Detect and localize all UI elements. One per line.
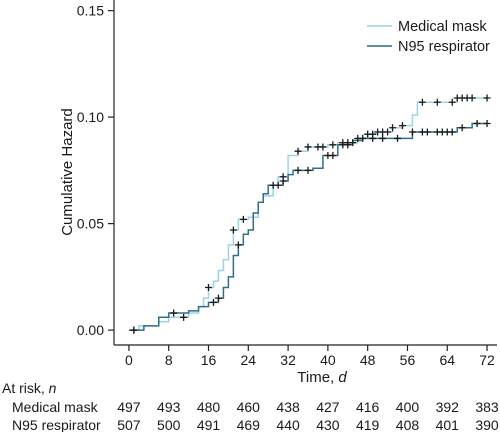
y-tick-label: 0.15 [77, 3, 104, 19]
x-axis-label-unit: d [338, 369, 347, 386]
censor-mark-medical-mask [389, 124, 397, 132]
at-risk-value: 392 [436, 399, 460, 415]
censor-mark-n95-respirator [170, 309, 178, 317]
censor-mark-n95-respirator [304, 166, 312, 174]
at-risk-value: 438 [276, 399, 300, 415]
censor-mark-medical-mask [229, 226, 237, 234]
x-axis-label: Time, d [297, 369, 347, 386]
censor-mark-n95-respirator [369, 134, 377, 142]
x-tick-label: 56 [400, 352, 416, 368]
censor-mark-medical-mask [433, 98, 441, 106]
at-risk-header-text: At risk, [2, 380, 45, 396]
censor-mark-medical-mask [304, 143, 312, 151]
censor-mark-n95-respirator [483, 120, 491, 128]
censor-mark-medical-mask [384, 128, 392, 136]
legend: Medical mask N95 respirator [367, 19, 490, 55]
y-tick-label: 0.10 [77, 109, 104, 125]
at-risk-value: 400 [396, 399, 420, 415]
censor-mark-medical-mask [448, 98, 456, 106]
x-tick-label: 32 [280, 352, 296, 368]
x-tick-label: 72 [479, 352, 495, 368]
censor-mark-n95-respirator [458, 124, 466, 132]
censor-mark-n95-respirator [379, 134, 387, 142]
censor-mark-n95-respirator [329, 151, 337, 159]
censor-mark-n95-respirator [130, 326, 138, 334]
at-risk-value: 493 [157, 399, 181, 415]
at-risk-values: 497 493 480 460 438 427 416 400 392 383 507 500 491 4… [117, 399, 499, 432]
x-tick-label: 64 [439, 352, 455, 368]
censor-mark-medical-mask [180, 313, 188, 321]
at-risk-value: 430 [316, 417, 340, 432]
at-risk-value: 497 [117, 399, 141, 415]
censor-mark-n95-respirator [423, 128, 431, 136]
x-tick-label: 8 [165, 352, 173, 368]
censor-mark-n95-respirator [294, 166, 302, 174]
x-tick-label: 40 [320, 352, 336, 368]
at-risk-value: 416 [356, 399, 380, 415]
censor-mark-medical-mask [294, 147, 302, 155]
legend-label-n95-respirator: N95 respirator [398, 39, 490, 55]
at-risk-value: 469 [237, 417, 261, 432]
x-tick-label: 0 [125, 352, 133, 368]
at-risk-value: 480 [197, 399, 221, 415]
x-ticks: 0 8 16 24 32 40 48 56 64 72 [125, 345, 495, 368]
at-risk-value: 460 [237, 399, 261, 415]
censor-mark-medical-mask [483, 94, 491, 102]
censor-mark-n95-respirator [408, 128, 416, 136]
censor-mark-medical-mask [398, 122, 406, 130]
at-risk-value: 440 [276, 417, 300, 432]
censor-mark-n95-respirator [344, 141, 352, 149]
censor-mark-n95-respirator [394, 134, 402, 142]
at-risk-row-label-n95-respirator: N95 respirator [12, 417, 101, 432]
y-ticks: 0.00 0.05 0.10 0.15 [77, 3, 114, 338]
censor-mark-n95-respirator [448, 128, 456, 136]
x-tick-label: 48 [360, 352, 376, 368]
at-risk-value: 383 [475, 399, 499, 415]
series-layer [128, 94, 491, 334]
legend-label-medical-mask: Medical mask [398, 19, 487, 35]
censor-mark-n95-respirator [234, 241, 242, 249]
axes [113, 0, 497, 346]
at-risk-row-label-medical-mask: Medical mask [12, 399, 99, 415]
censor-mark-n95-respirator [274, 181, 282, 189]
at-risk-value: 401 [436, 417, 460, 432]
censor-mark-n95-respirator [473, 120, 481, 128]
censor-mark-medical-mask [349, 139, 357, 147]
censor-mark-medical-mask [468, 94, 476, 102]
at-risk-value: 408 [396, 417, 420, 432]
at-risk-table: At risk, n Medical mask N95 respirator 4… [2, 380, 499, 432]
series-line-n95-respirator [128, 122, 488, 331]
censor-mark-n95-respirator [214, 294, 222, 302]
y-tick-label: 0.00 [77, 322, 104, 338]
at-risk-value: 427 [316, 399, 340, 415]
y-axis-label: Cumulative Hazard [59, 108, 76, 236]
at-risk-value: 491 [197, 417, 221, 432]
at-risk-value: 390 [475, 417, 499, 432]
x-axis-label-text: Time, [297, 369, 334, 386]
x-tick-label: 16 [201, 352, 217, 368]
censor-mark-n95-respirator [209, 298, 217, 306]
censor-mark-medical-mask [239, 215, 247, 223]
x-tick-label: 24 [241, 352, 257, 368]
at-risk-value: 419 [356, 417, 380, 432]
censor-mark-medical-mask [329, 141, 337, 149]
y-tick-label: 0.05 [77, 216, 104, 232]
at-risk-header-unit: n [49, 380, 57, 396]
at-risk-header: At risk, n [2, 380, 57, 396]
censor-mark-medical-mask [418, 98, 426, 106]
at-risk-value: 500 [157, 417, 181, 432]
censor-mark-medical-mask [205, 284, 213, 291]
censor-mark-medical-mask [319, 143, 327, 151]
at-risk-value: 507 [117, 417, 141, 432]
censor-mark-n95-respirator [279, 177, 287, 185]
censor-mark-medical-mask [359, 134, 367, 142]
